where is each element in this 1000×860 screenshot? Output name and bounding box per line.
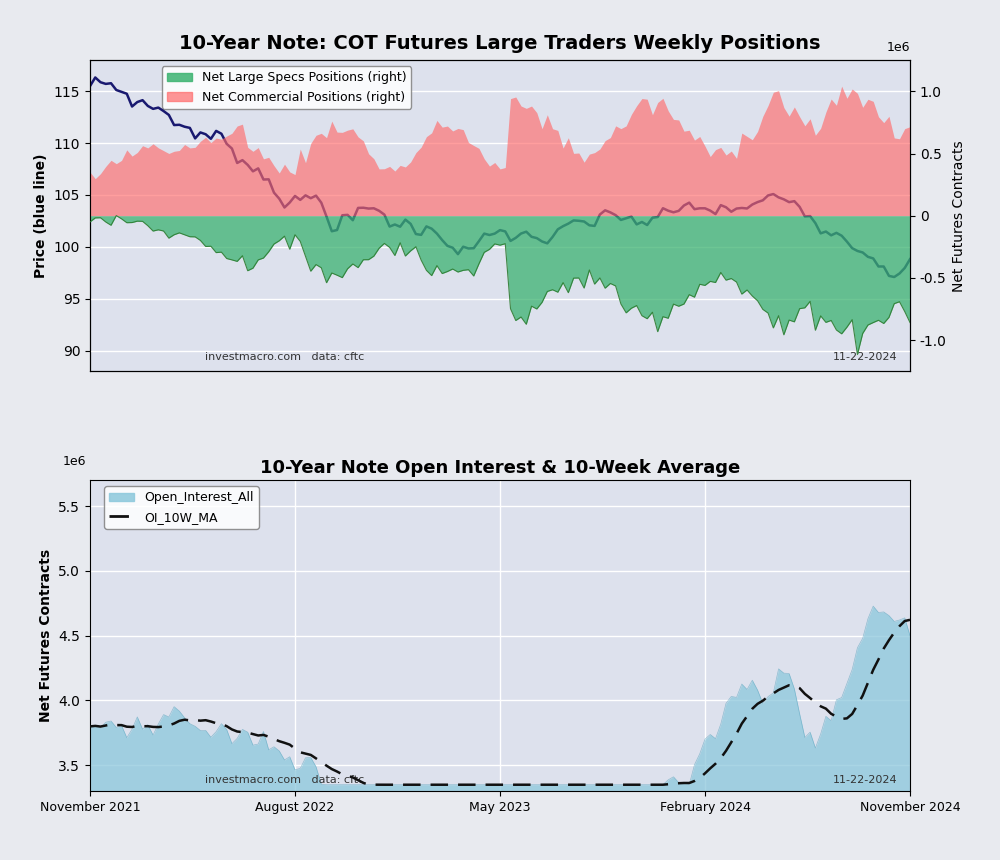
Text: investmacro.com   data: cftc: investmacro.com data: cftc xyxy=(205,352,364,362)
Text: 11-22-2024: 11-22-2024 xyxy=(833,775,898,785)
Y-axis label: Net Futures Contracts: Net Futures Contracts xyxy=(952,140,966,292)
Legend: Open_Interest_All, OI_10W_MA: Open_Interest_All, OI_10W_MA xyxy=(104,487,259,529)
Title: 10-Year Note Open Interest & 10-Week Average: 10-Year Note Open Interest & 10-Week Ave… xyxy=(260,459,740,477)
Legend: Net Large Specs Positions (right), Net Commercial Positions (right): Net Large Specs Positions (right), Net C… xyxy=(162,66,411,108)
Y-axis label: Price (blue line): Price (blue line) xyxy=(34,153,48,278)
Text: 1e6: 1e6 xyxy=(887,41,910,54)
Title: 10-Year Note: COT Futures Large Traders Weekly Positions: 10-Year Note: COT Futures Large Traders … xyxy=(179,34,821,53)
Y-axis label: Net Futures Contracts: Net Futures Contracts xyxy=(39,549,53,722)
Text: 11-22-2024: 11-22-2024 xyxy=(833,352,898,362)
Text: investmacro.com   data: cftc: investmacro.com data: cftc xyxy=(205,775,364,785)
Text: 1e6: 1e6 xyxy=(62,455,86,468)
